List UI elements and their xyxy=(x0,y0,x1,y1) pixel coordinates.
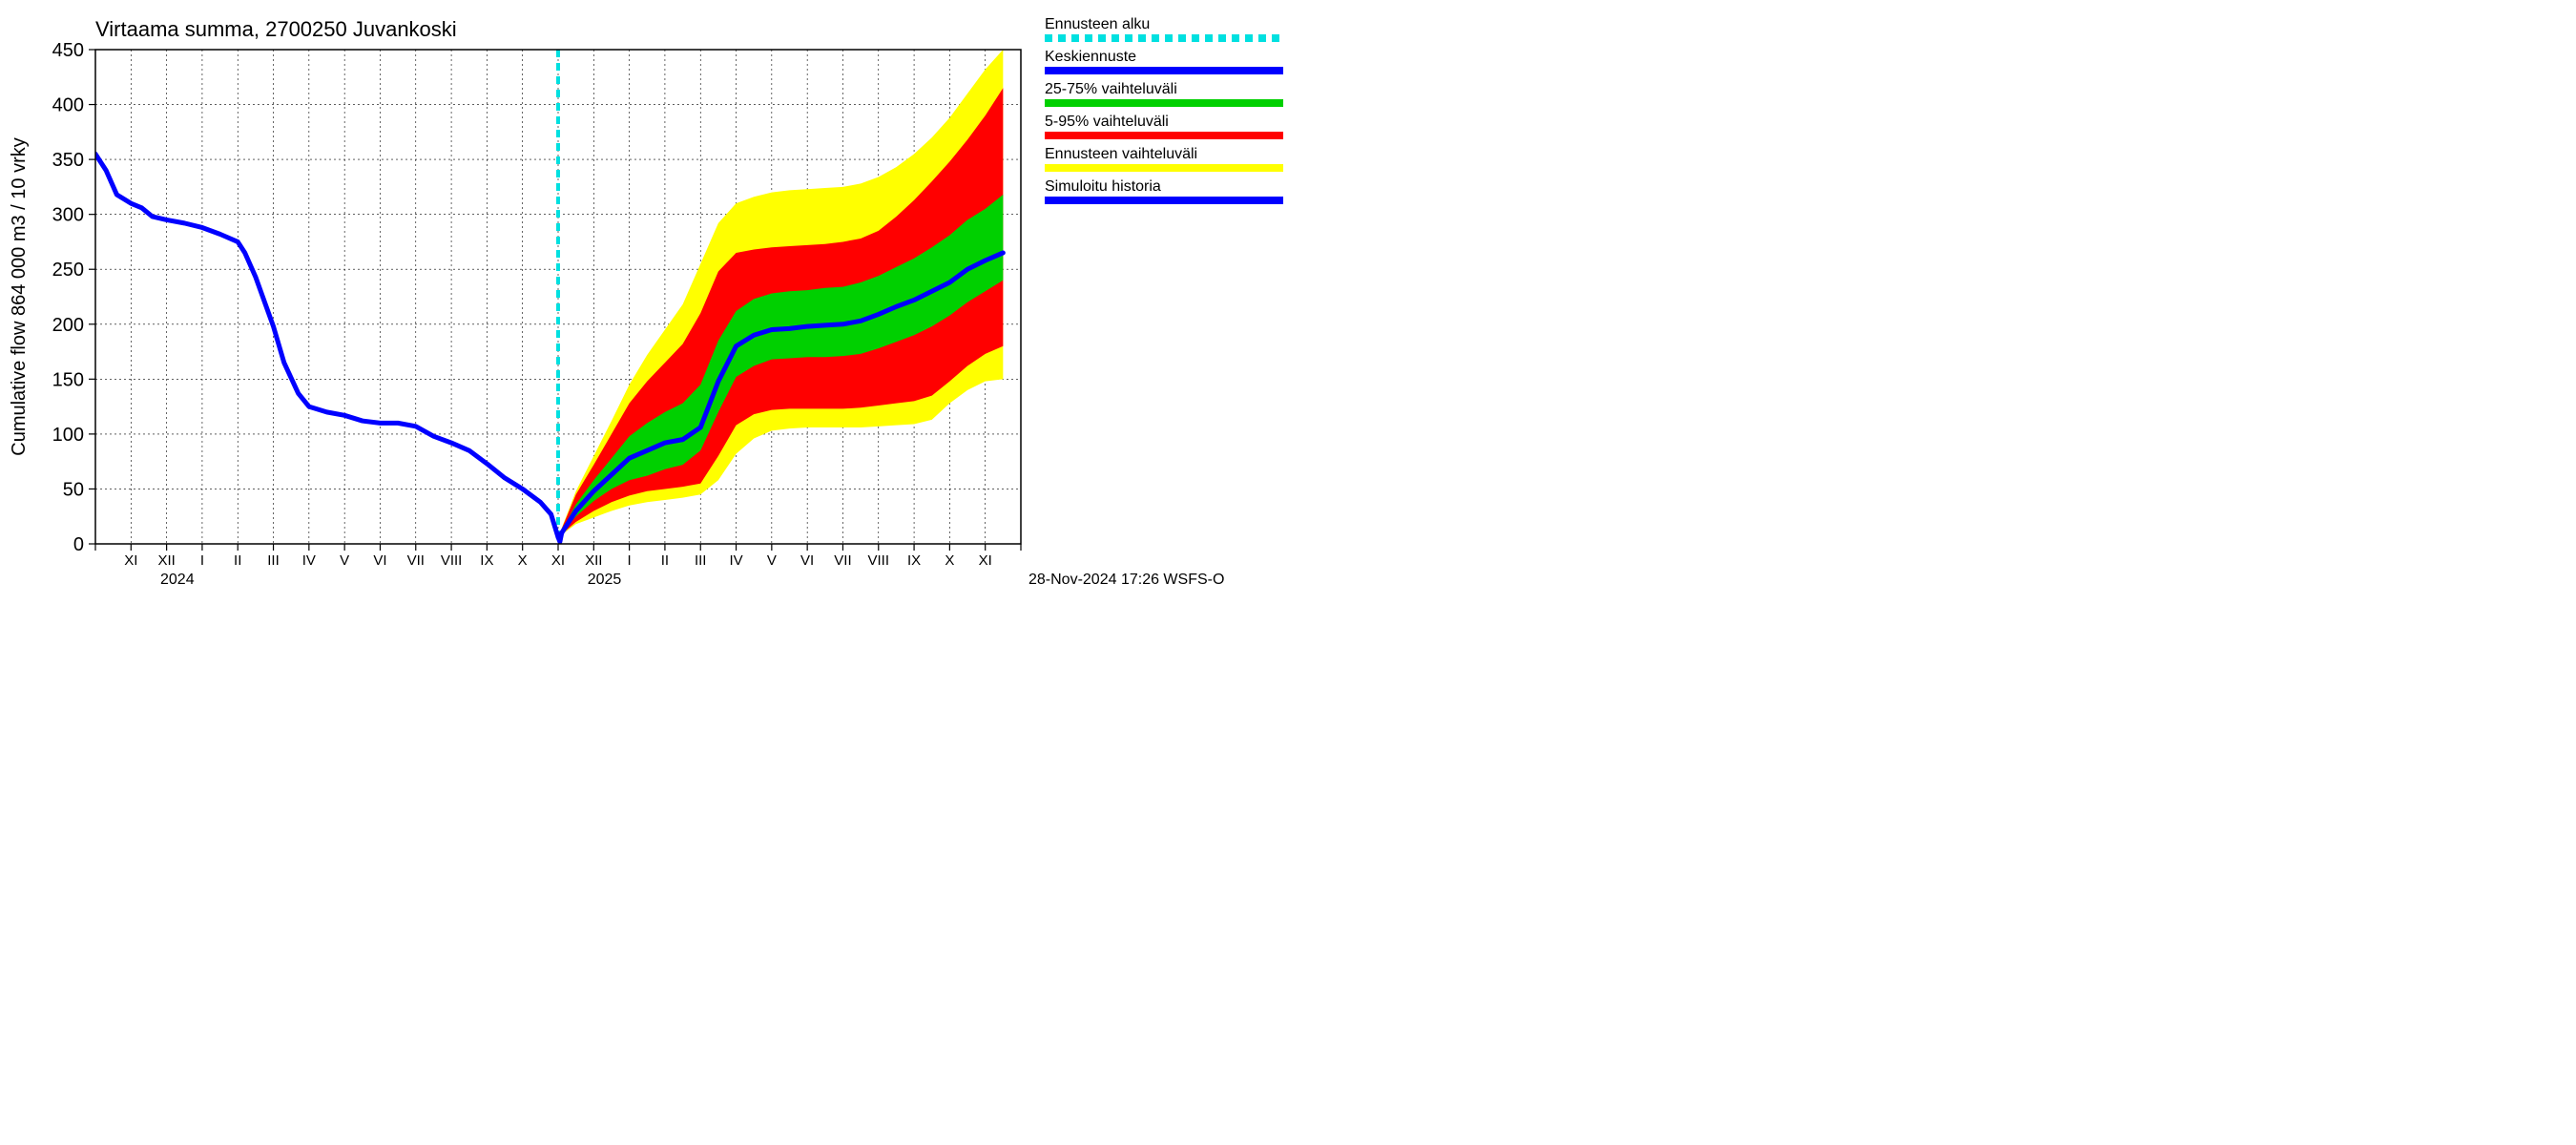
x-tick-label: III xyxy=(267,552,280,569)
x-tick-label: VII xyxy=(834,552,851,569)
x-tick-label: V xyxy=(340,552,349,569)
x-tick-label: IX xyxy=(480,552,493,569)
chart-title: Virtaama summa, 2700250 Juvankoski xyxy=(95,17,457,41)
x-tick-label: X xyxy=(945,552,954,569)
x-tick-label: II xyxy=(234,552,241,569)
y-tick-label: 250 xyxy=(52,260,84,281)
x-tick-label: II xyxy=(661,552,669,569)
x-tick-label: XI xyxy=(124,552,137,569)
y-tick-label: 450 xyxy=(52,40,84,61)
x-tick-label: I xyxy=(628,552,632,569)
x-tick-label: VIII xyxy=(441,552,463,569)
y-tick-label: 100 xyxy=(52,425,84,446)
x-year-label: 2025 xyxy=(588,572,622,588)
x-tick-label: XII xyxy=(585,552,602,569)
y-tick-label: 0 xyxy=(73,534,84,555)
legend-label: 5-95% vaihteluväli xyxy=(1045,114,1169,130)
x-tick-label: X xyxy=(518,552,528,569)
y-tick-label: 300 xyxy=(52,205,84,226)
legend-label: Ennusteen vaihteluväli xyxy=(1045,146,1197,162)
chart-container: 050100150200250300350400450XIXIIIIIIIIIV… xyxy=(0,0,1431,636)
footer-timestamp: 28-Nov-2024 17:26 WSFS-O xyxy=(1028,572,1224,588)
x-tick-label: I xyxy=(200,552,204,569)
y-tick-label: 400 xyxy=(52,95,84,116)
x-tick-label: IV xyxy=(302,552,316,569)
y-tick-label: 50 xyxy=(63,479,84,500)
x-tick-label: V xyxy=(767,552,777,569)
y-tick-label: 150 xyxy=(52,369,84,390)
x-tick-label: IV xyxy=(729,552,742,569)
x-tick-label: III xyxy=(695,552,707,569)
y-tick-label: 350 xyxy=(52,150,84,171)
x-tick-label: XII xyxy=(157,552,175,569)
x-tick-label: VI xyxy=(373,552,386,569)
x-tick-label: VII xyxy=(407,552,425,569)
y-axis-label: Cumulative flow 864 000 m3 / 10 vrky xyxy=(9,137,30,456)
y-tick-label: 200 xyxy=(52,315,84,336)
x-year-label: 2024 xyxy=(160,572,195,588)
legend-label: Keskiennuste xyxy=(1045,49,1136,65)
legend-label: 25-75% vaihteluväli xyxy=(1045,81,1177,97)
flow-chart: 050100150200250300350400450XIXIIIIIIIIIV… xyxy=(0,0,1431,636)
x-tick-label: XI xyxy=(551,552,565,569)
legend-label: Simuloitu historia xyxy=(1045,178,1161,195)
x-tick-label: VIII xyxy=(868,552,890,569)
x-tick-label: XI xyxy=(979,552,992,569)
x-tick-label: IX xyxy=(907,552,921,569)
legend-label: Ennusteen alku xyxy=(1045,16,1150,32)
x-tick-label: VI xyxy=(800,552,814,569)
